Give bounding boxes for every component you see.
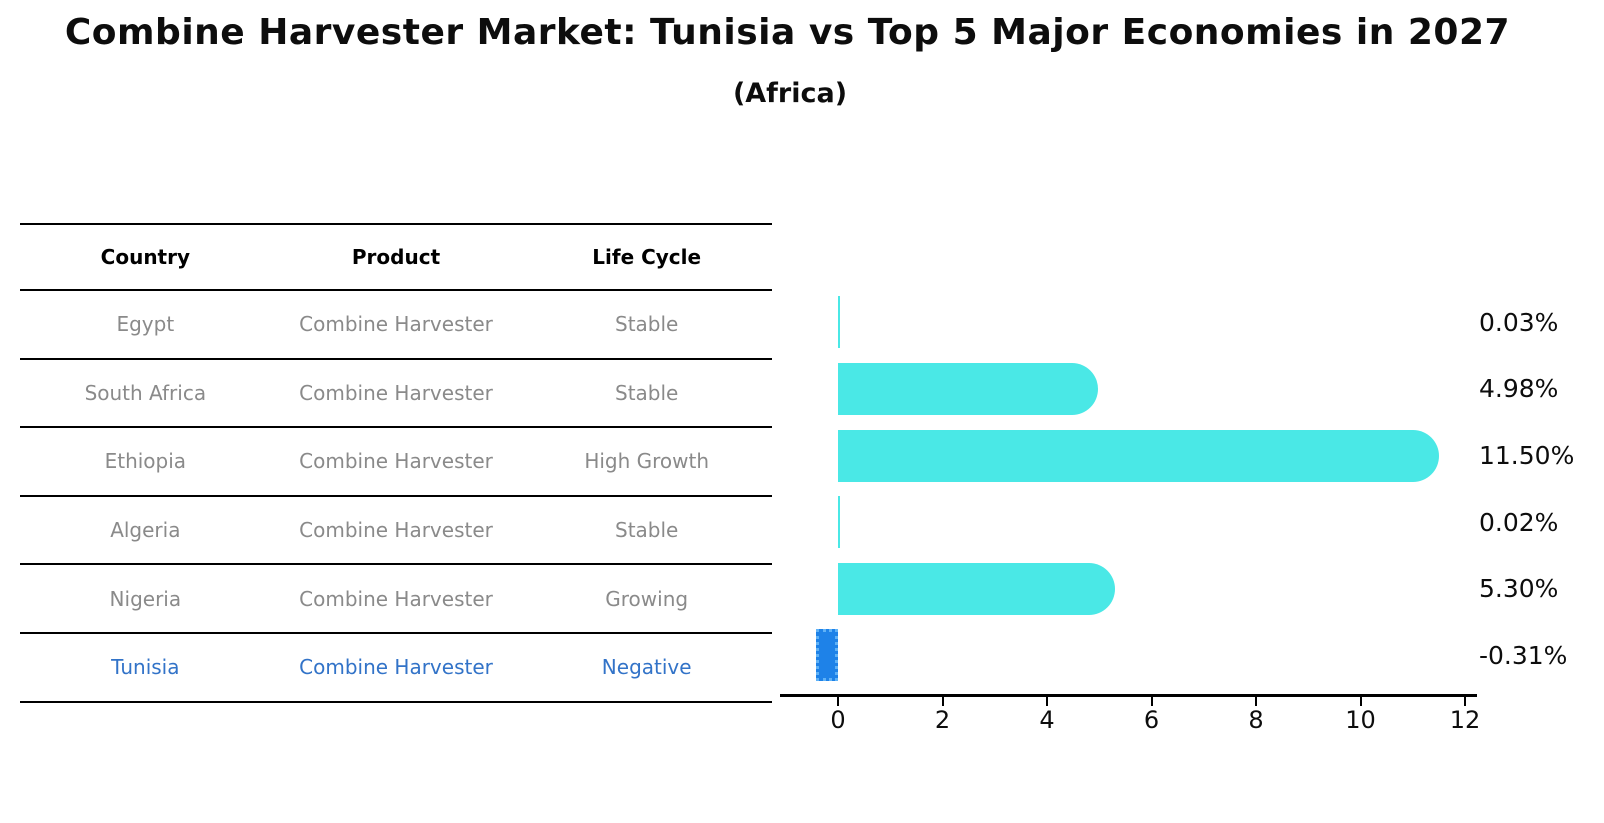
bar-tunisia <box>815 629 838 682</box>
life-cycle-cell: Stable <box>615 518 679 543</box>
country-table: Country Product Life Cycle Egypt Combine… <box>20 223 772 703</box>
country-cell: South Africa <box>84 380 207 405</box>
country-cell: Ethiopia <box>104 449 187 474</box>
life-cycle-cell: Stable <box>615 312 679 337</box>
x-axis-tick-mark <box>1046 697 1048 706</box>
bar-egypt <box>838 296 840 349</box>
life-cycle-cell: Negative <box>601 655 692 680</box>
country-cell: Egypt <box>116 312 175 337</box>
bar-nigeria <box>838 562 1115 615</box>
table-row-algeria: Algeria Combine Harvester Stable <box>20 497 772 566</box>
column-header-life-cycle: Life Cycle <box>592 245 702 269</box>
value-label-ethiopia: 11.50% <box>1479 440 1575 470</box>
product-cell: Combine Harvester <box>299 518 493 543</box>
value-label-tunisia: -0.31% <box>1479 640 1568 670</box>
column-header-product: Product <box>351 245 441 269</box>
value-label-nigeria: 5.30% <box>1479 574 1559 604</box>
x-axis-tick-mark <box>837 697 839 706</box>
table-row-ethiopia: Ethiopia Combine Harvester High Growth <box>20 428 772 497</box>
life-cycle-cell: Stable <box>615 380 679 405</box>
product-cell: Combine Harvester <box>299 655 493 680</box>
column-header-country: Country <box>100 245 191 269</box>
x-axis-tick-mark <box>1359 697 1362 706</box>
country-cell: Algeria <box>110 518 181 543</box>
bar-algeria <box>838 496 840 549</box>
x-axis-tick-label: 0 <box>830 706 846 734</box>
bar-south-africa <box>838 362 1099 415</box>
life-cycle-cell: Growing <box>605 586 689 611</box>
table-header-row: Country Product Life Cycle <box>20 223 772 291</box>
x-axis-tick-mark <box>1150 697 1153 706</box>
table-row-tunisia: Tunisia Combine Harvester Negative <box>20 634 772 703</box>
x-axis-line <box>780 694 1477 697</box>
product-cell: Combine Harvester <box>299 586 493 611</box>
country-cell: Tunisia <box>111 655 180 680</box>
value-label-egypt: 0.03% <box>1479 307 1559 337</box>
product-cell: Combine Harvester <box>299 380 493 405</box>
x-axis-tick-mark <box>1464 697 1466 706</box>
country-cell: Nigeria <box>109 586 182 611</box>
x-axis-tick-label: 2 <box>934 706 951 734</box>
chart-subtitle: (Africa) <box>732 78 848 109</box>
bar-ethiopia <box>838 429 1439 482</box>
x-axis-tick-label: 10 <box>1345 706 1376 734</box>
x-axis-tick-mark <box>941 697 944 706</box>
chart-title: Combine Harvester Market: Tunisia vs Top… <box>64 12 1511 53</box>
product-cell: Combine Harvester <box>299 449 493 474</box>
table-row-south-africa: South Africa Combine Harvester Stable <box>20 360 772 429</box>
value-label-south-africa: 4.98% <box>1479 374 1559 404</box>
bar-value-labels: 0.03% 4.98% 11.50% 0.02% 5.30% -0.31% <box>1479 289 1604 689</box>
x-axis-tick-label: 12 <box>1449 706 1481 734</box>
table-row-nigeria: Nigeria Combine Harvester Growing <box>20 565 772 634</box>
x-axis-tick-label: 4 <box>1039 706 1055 734</box>
x-axis-tick-mark <box>1255 697 1257 706</box>
value-label-algeria: 0.02% <box>1479 507 1559 537</box>
table-row-egypt: Egypt Combine Harvester Stable <box>20 291 772 360</box>
product-cell: Combine Harvester <box>299 312 493 337</box>
x-axis-tick-label: 6 <box>1143 706 1160 734</box>
x-axis-tick-label: 8 <box>1248 706 1264 734</box>
life-cycle-cell: High Growth <box>584 449 710 474</box>
